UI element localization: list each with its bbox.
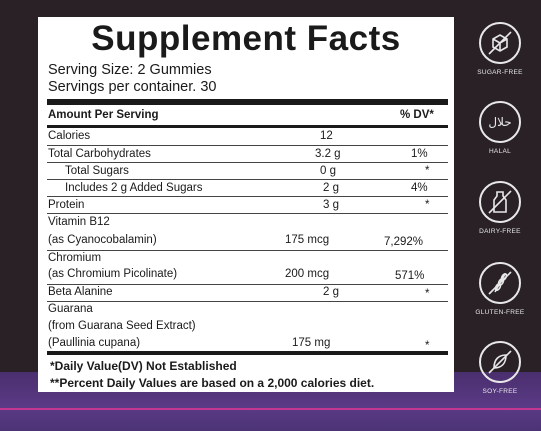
row-divider [47, 301, 448, 302]
thick-divider [47, 99, 448, 105]
row-divider [47, 145, 448, 146]
nutrient-species: (Paullinia cupana) [48, 337, 141, 349]
serving-size: Serving Size: 2 Gummies [48, 62, 212, 78]
badge-soy-free: SOY-FREE [470, 341, 530, 395]
nutrient-amount: 12 [320, 130, 333, 142]
nutrient-name: Total Carbohydrates [48, 148, 151, 160]
supplement-facts-panel: Supplement Facts Serving Size: 2 Gummies… [38, 17, 454, 392]
nutrient-name: Protein [48, 199, 85, 211]
nutrient-amount: 175 mg [292, 337, 331, 349]
nutrient-amount: 200 mcg [285, 268, 330, 280]
row-divider [47, 162, 448, 163]
halal-icon: حلال [479, 101, 521, 143]
nutrient-amount: 0 g [320, 165, 336, 177]
nutrient-name: Chromium [48, 252, 102, 264]
amount-per-serving-header: Amount Per Serving [48, 109, 159, 121]
nutrient-amount: 3 g [323, 199, 339, 211]
sugar-cube-crossed-icon [479, 22, 521, 64]
badge-dairy-free: DAIRY-FREE [470, 181, 530, 235]
milk-bottle-crossed-icon [479, 181, 521, 223]
nutrient-source: (from Guarana Seed Extract) [48, 320, 196, 332]
row-divider [47, 179, 448, 180]
badge-sugar-free: SUGAR-FREE [470, 22, 530, 76]
wheat-crossed-icon [479, 262, 521, 304]
row-divider [47, 213, 448, 214]
medium-divider [47, 125, 448, 128]
bottom-divider [47, 351, 448, 355]
nutrient-name: Vitamin B12 [48, 216, 110, 228]
nutrient-dv: 7,292% [384, 236, 424, 248]
nutrient-dv: * [425, 199, 430, 211]
nutrient-dv: * [425, 340, 430, 352]
nutrient-dv: 1% [411, 148, 428, 160]
badge-label: DAIRY-FREE [479, 228, 521, 235]
halal-glyph: حلال [488, 115, 512, 129]
percent-dv-note: **Percent Daily Values are based on a 2,… [50, 376, 375, 390]
nutrient-source: (as Cyanocobalamin) [48, 234, 157, 246]
nutrient-name: Beta Alanine [48, 286, 113, 298]
nutrient-dv: 4% [411, 182, 428, 194]
nutrient-name: Calories [48, 130, 91, 142]
row-divider [47, 196, 448, 197]
badge-label: GLUTEN-FREE [475, 309, 525, 316]
badge-halal: حلال HALAL [470, 101, 530, 155]
nutrient-amount: 2 g [323, 286, 339, 298]
soy-crossed-icon [479, 341, 521, 383]
row-divider [47, 284, 448, 285]
nutrient-name: Guarana [48, 303, 93, 315]
nutrient-amount: 2 g [323, 182, 339, 194]
dv-header: % DV* [400, 109, 434, 121]
badge-label: SUGAR-FREE [477, 69, 523, 76]
servings-per-container: Servings per container. 30 [48, 79, 217, 95]
badge-gluten-free: GLUTEN-FREE [470, 262, 530, 316]
nutrient-dv: * [425, 288, 430, 300]
nutrient-name: Total Sugars [65, 165, 129, 177]
row-divider [47, 250, 448, 251]
accent-line [0, 408, 541, 410]
dv-not-established-note: *Daily Value(DV) Not Established [50, 359, 237, 373]
nutrient-name: Includes 2 g Added Sugars [65, 182, 203, 194]
panel-title: Supplement Facts [91, 19, 401, 58]
badge-label: SOY-FREE [482, 388, 518, 395]
badge-label: HALAL [488, 148, 512, 155]
nutrient-source: (as Chromium Picolinate) [48, 268, 178, 280]
nutrient-amount: 175 mcg [285, 234, 330, 246]
nutrient-dv: 571% [395, 270, 425, 282]
nutrient-amount: 3.2 g [315, 148, 341, 160]
nutrient-dv: * [425, 165, 430, 177]
